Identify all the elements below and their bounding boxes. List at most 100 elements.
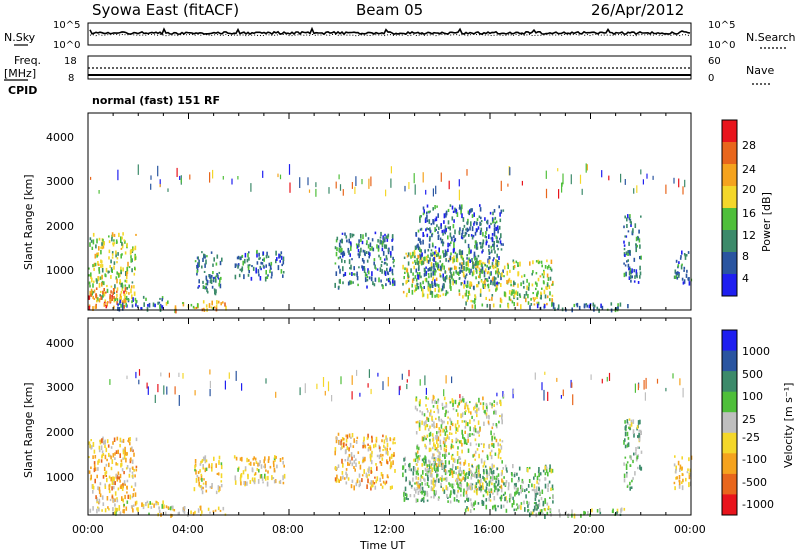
heatmap-cell-6 — [430, 486, 433, 492]
heatmap-cell-0 — [108, 249, 111, 254]
heatmap-cell-7 — [449, 468, 452, 472]
heatmap-cell-0 — [105, 470, 108, 474]
heatmap-cell-5 — [262, 258, 264, 261]
heatmap-cell-0 — [111, 486, 113, 491]
heatmap-cell-0 — [88, 274, 90, 277]
heatmap-cell-8 — [428, 267, 431, 272]
heatmap-cell-8 — [527, 468, 529, 473]
heatmap-cell-11 — [629, 275, 632, 279]
heatmap-cell-0 — [124, 251, 127, 255]
heatmap-cell-8 — [466, 254, 468, 257]
heatmap-cell-3 — [220, 480, 223, 483]
heatmap-cell-0 — [88, 267, 90, 270]
heatmap-cell-3 — [196, 474, 199, 478]
heatmap-cell-7 — [453, 470, 455, 474]
heatmap-cell-7 — [412, 277, 415, 281]
heatmap-cell-7 — [471, 463, 473, 466]
heatmap-cell-8 — [487, 279, 489, 283]
heatmap-streak — [299, 387, 301, 396]
heatmap-streak — [665, 184, 667, 194]
heatmap-cell-9 — [465, 292, 467, 297]
heatmap-cell-6 — [449, 495, 451, 498]
heatmap-cell-5 — [391, 485, 393, 489]
heatmap-cell-7 — [437, 455, 440, 458]
heatmap-cell-5 — [393, 454, 395, 457]
heatmap-cell-0 — [115, 462, 117, 466]
heatmap-cell-7 — [463, 437, 466, 441]
heatmap-cell-9 — [541, 264, 543, 268]
heatmap-cell-5 — [376, 476, 379, 482]
heatmap-cell-6 — [369, 242, 372, 248]
heatmap-cell-8 — [535, 501, 537, 507]
heatmap-cell-8 — [493, 504, 496, 508]
heatmap-cell-6 — [426, 499, 429, 502]
heatmap-streak — [643, 380, 645, 390]
heatmap-cell-9 — [513, 289, 515, 294]
heatmap-cell-0 — [132, 493, 135, 497]
heatmap-cell-9 — [465, 301, 467, 306]
heatmap-cell-7 — [490, 449, 493, 453]
heatmap-cell-7 — [499, 400, 501, 404]
heatmap-cell-6 — [389, 266, 392, 272]
heatmap-cell-8 — [471, 464, 473, 468]
heatmap-cell-7 — [445, 477, 448, 482]
heatmap-cell-6 — [375, 267, 377, 270]
heatmap-cell-6 — [414, 458, 417, 463]
heatmap-cell-2 — [170, 513, 172, 518]
heatmap-cell-0 — [116, 293, 118, 297]
heatmap-cell-6 — [419, 478, 422, 482]
heatmap-cell-11 — [628, 266, 631, 269]
heatmap-cell-0 — [122, 438, 125, 443]
heatmap-cell-7 — [440, 418, 443, 422]
heatmap-cell-8 — [440, 223, 442, 227]
heatmap-cell-7 — [452, 259, 454, 264]
heatmap-cell-0 — [94, 455, 97, 459]
heatmap-cell-9 — [513, 302, 515, 307]
heatmap-cell-7 — [454, 423, 457, 429]
heatmap-cell-10 — [638, 429, 640, 432]
heatmap-cell-8 — [430, 249, 433, 252]
heatmap-cell-3 — [196, 303, 199, 308]
heatmap-cell-0 — [113, 265, 115, 270]
heatmap-cell-6 — [339, 245, 342, 248]
heatmap-cell-9 — [508, 296, 511, 301]
heatmap-cell-0 — [100, 263, 102, 268]
vel-ytick-4000: 4000 — [46, 337, 74, 350]
heatmap-cell-5 — [239, 268, 242, 271]
heatmap-cell-5 — [370, 460, 373, 465]
heatmap-cell-6 — [372, 281, 374, 286]
heatmap-cell-5 — [365, 472, 368, 478]
heatmap-cell-9 — [519, 295, 522, 298]
heatmap-cell-2 — [120, 304, 122, 308]
heatmap-cell-5 — [276, 257, 278, 261]
heatmap-cell-7 — [402, 282, 404, 286]
heatmap-cell-4 — [260, 474, 263, 479]
heatmap-cell-8 — [508, 482, 510, 487]
heatmap-cell-8 — [444, 249, 447, 254]
heatmap-cell-1 — [123, 300, 125, 304]
heatmap-cell-11 — [624, 215, 626, 219]
heatmap-cell-7 — [475, 466, 478, 469]
heatmap-cell-7 — [452, 445, 455, 449]
heatmap-cell-7 — [477, 430, 480, 434]
heatmap-streak — [109, 379, 111, 385]
heatmap-cell-10 — [629, 481, 631, 486]
heatmap-cell-0 — [126, 271, 128, 277]
heatmap-cell-8 — [551, 484, 554, 489]
heatmap-cell-5 — [381, 474, 384, 479]
heatmap-cell-6 — [420, 490, 422, 494]
heatmap-cell-6 — [350, 264, 352, 270]
heatmap-cell-8 — [425, 266, 427, 269]
heatmap-cell-7 — [489, 451, 492, 457]
heatmap-cell-10 — [625, 463, 628, 466]
heatmap-cell-9 — [551, 298, 553, 303]
heatmap-cell-8 — [479, 221, 481, 226]
heatmap-cell-7 — [452, 463, 454, 469]
heatmap-cell-1 — [113, 295, 115, 300]
heatmap-cell-8 — [538, 478, 541, 482]
heatmap-cell-6 — [451, 468, 453, 472]
heatmap-cell-6 — [427, 467, 429, 471]
heatmap-cell-7 — [460, 399, 463, 403]
heatmap-cell-10 — [626, 485, 629, 488]
heatmap-cell-7 — [458, 440, 461, 444]
